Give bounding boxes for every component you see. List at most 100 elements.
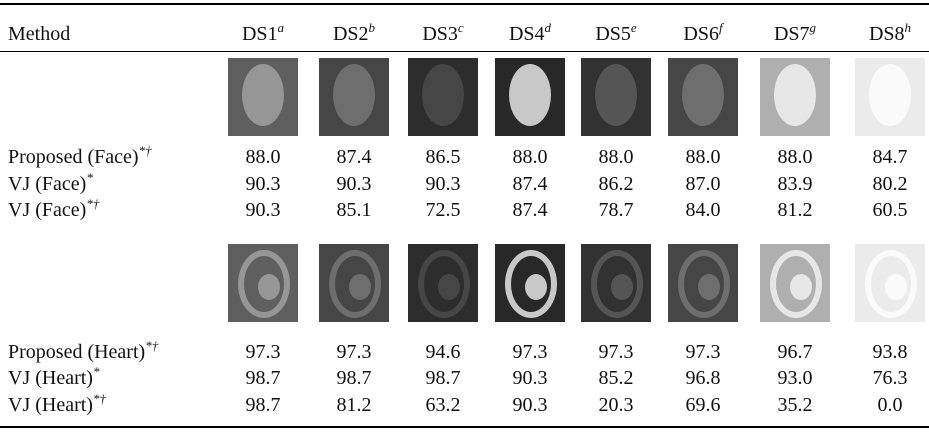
face-thumbnail [495,58,565,136]
cell-value: 97.3 [246,340,281,364]
cell-value: 94.6 [426,340,461,364]
cell-value: 88.0 [246,145,281,169]
heart-core [438,274,460,300]
column-header: DS6f [683,22,722,46]
cell-value-text: 97.3 [246,341,281,363]
column-header-text: DS7 [774,23,810,45]
cell-value: 97.3 [513,340,548,364]
row-label-sup: *† [145,338,158,353]
cell-value: 35.2 [778,393,813,417]
row-label-text: VJ (Face) [8,199,86,221]
cell-value: 98.7 [426,366,461,390]
column-header: DS2b [333,22,375,46]
cell-value-text: 35.2 [778,394,813,416]
cell-value-text: 90.3 [513,394,548,416]
heart-thumbnail [668,244,738,322]
cell-value: 90.3 [246,172,281,196]
column-header: DS3c [422,22,463,46]
heart-thumbnail [228,244,298,322]
face-thumbnail [855,58,925,136]
cell-value: 93.8 [873,340,908,364]
face-thumbnail [319,58,389,136]
cell-value-text: 87.4 [337,146,372,168]
cell-value-text: 86.5 [426,146,461,168]
cell-value: 88.0 [599,145,634,169]
cell-value: 90.3 [426,172,461,196]
cell-value: 80.2 [873,172,908,196]
cell-value-text: 20.3 [599,394,634,416]
cell-value: 97.3 [599,340,634,364]
cell-value: 78.7 [599,198,634,222]
face-shape [869,64,911,126]
header-rule [0,51,929,52]
cell-value-text: 87.0 [686,173,721,195]
cell-value-text: 90.3 [246,199,281,221]
cell-value: 60.5 [873,198,908,222]
cell-value-text: 90.3 [426,173,461,195]
row-label: VJ (Heart)* [8,366,99,390]
column-header: DS7g [774,22,816,46]
heart-core [349,274,371,300]
cell-value-text: 90.3 [337,173,372,195]
face-thumbnail [668,58,738,136]
cell-value-text: 88.0 [513,146,548,168]
cell-value-text: 72.5 [426,199,461,221]
row-label-text: VJ (Heart) [8,394,93,416]
cell-value: 98.7 [246,393,281,417]
cell-value: 96.8 [686,366,721,390]
face-shape [509,64,551,126]
cell-value-text: 88.0 [778,146,813,168]
cell-value: 87.0 [686,172,721,196]
top-rule [0,3,929,5]
cell-value-text: 84.7 [873,146,908,168]
cell-value: 86.5 [426,145,461,169]
heart-core [525,274,547,300]
face-thumbnail [760,58,830,136]
heart-core [611,274,633,300]
cell-value: 76.3 [873,366,908,390]
column-header-text: DS6 [683,23,719,45]
cell-value: 90.3 [513,393,548,417]
column-header-sup: a [278,20,285,35]
cell-value-text: 83.9 [778,173,813,195]
heart-core [790,274,812,300]
cell-value: 87.4 [337,145,372,169]
column-header-text: DS1 [242,23,278,45]
cell-value-text: 87.4 [513,173,548,195]
bottom-rule [0,426,929,428]
cell-value-text: 94.6 [426,341,461,363]
row-label: VJ (Face)*† [8,198,99,222]
cell-value: 87.4 [513,172,548,196]
cell-value: 88.0 [686,145,721,169]
cell-value-text: 98.7 [246,367,281,389]
row-label-sup: *† [139,143,152,158]
face-thumbnail [228,58,298,136]
cell-value: 85.2 [599,366,634,390]
row-label: Proposed (Heart)*† [8,340,158,364]
row-label-sup: * [86,170,93,185]
cell-value-text: 81.2 [778,199,813,221]
column-header: DS5e [595,22,636,46]
heart-thumbnail [408,244,478,322]
cell-value: 90.3 [513,366,548,390]
cell-value-text: 98.7 [337,367,372,389]
heart-core [258,274,280,300]
row-label-text: Proposed (Face) [8,146,139,168]
face-shape [242,64,284,126]
cell-value-text: 98.7 [246,394,281,416]
column-header: DS8h [869,22,911,46]
column-header-sup: b [369,20,376,35]
face-shape [595,64,637,126]
cell-value-text: 88.0 [246,146,281,168]
column-header: DS4d [509,22,551,46]
column-header-sup: c [458,20,464,35]
cell-value-text: 63.2 [426,394,461,416]
row-label-text: VJ (Heart) [8,367,93,389]
face-shape [774,64,816,126]
cell-value-text: 80.2 [873,173,908,195]
cell-value-text: 90.3 [246,173,281,195]
cell-value: 0.0 [878,393,903,417]
column-header-sup: f [719,20,723,35]
table: MethodDS1aDS2bDS3cDS4dDS5eDS6fDS7gDS8hPr… [0,0,929,432]
heart-core [698,274,720,300]
